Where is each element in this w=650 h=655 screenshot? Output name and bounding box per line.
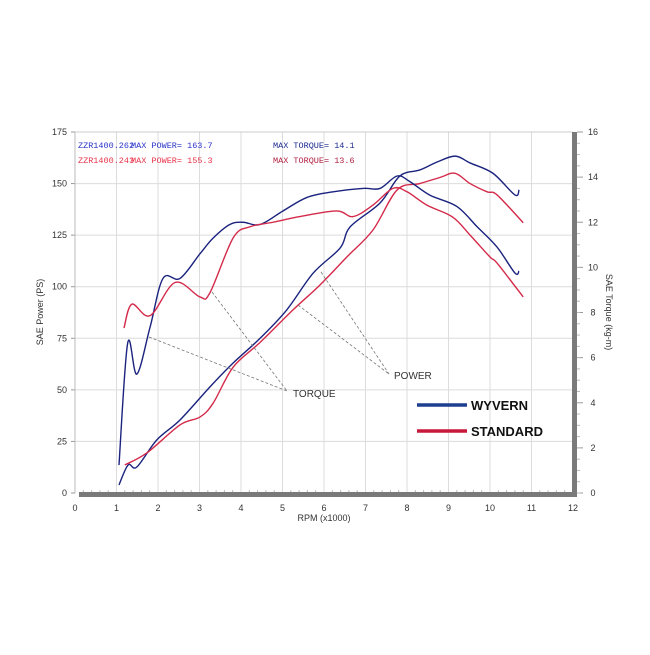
- power-leader-1: [297, 304, 390, 375]
- y-tick-label: 50: [57, 385, 67, 395]
- power-annotation: POWER: [394, 371, 432, 382]
- x-tick-label: 6: [321, 503, 326, 513]
- y2-tick-label: 16: [588, 127, 598, 137]
- y2-tick-label: 0: [590, 488, 595, 498]
- y2-axis-label: SAE Torque (kg-m): [604, 274, 614, 350]
- y2-tick-label: 12: [588, 217, 598, 227]
- x-tick-label: 5: [280, 503, 285, 513]
- x-axis-bar: [79, 492, 577, 497]
- header-max-torque: MAX TORQUE= 13.6: [273, 156, 355, 166]
- header-max-torque: MAX TORQUE= 14.1: [273, 141, 355, 151]
- standard-torque-line: [123, 186, 524, 329]
- y2-tick-label: 8: [590, 308, 595, 318]
- header-row-wyvern: ZZR1400.262 MAX POWER= 163.7 MAX TORQUE=…: [78, 141, 355, 151]
- header-model: ZZR1400.262: [78, 141, 134, 151]
- y-tick-label: 150: [52, 179, 67, 189]
- y-tick-label: 100: [52, 282, 67, 292]
- y-tick-label: 175: [52, 127, 67, 137]
- y-tick-label: 75: [57, 333, 67, 343]
- x-tick-label: 9: [446, 503, 451, 513]
- x-axis-label: RPM (x1000): [297, 513, 350, 523]
- header-max-power: MAX POWER= 155.3: [131, 156, 213, 166]
- x-tick-label: 3: [197, 503, 202, 513]
- header-max-power: MAX POWER= 163.7: [131, 141, 213, 151]
- wyvern-power-line: [118, 155, 520, 486]
- y-axis-label: SAE Power (PS): [35, 279, 45, 346]
- grid: [71, 131, 583, 494]
- y2-tick-label: 6: [590, 353, 595, 363]
- y-tick-label: 0: [62, 488, 67, 498]
- x-tick-label: 0: [72, 503, 77, 513]
- torque-leader-2: [211, 291, 288, 392]
- x-tick-label: 12: [568, 503, 578, 513]
- x-tick-label: 7: [363, 503, 368, 513]
- power-leader-2: [320, 271, 390, 375]
- y-tick-label: 25: [57, 436, 67, 446]
- annotation-leaders: [148, 271, 390, 392]
- x-tick-label: 4: [238, 503, 243, 513]
- legend-label-standard: STANDARD: [471, 424, 543, 439]
- legend: WYVERN STANDARD: [417, 398, 543, 439]
- x-tick-label: 1: [114, 503, 119, 513]
- wyvern-torque-line: [118, 175, 520, 466]
- y2-tick-label: 2: [590, 443, 595, 453]
- x-tick-label: 11: [527, 503, 536, 513]
- tick-labels: 0 1 2 3 4 5 6 7 8 9 10 11 12025507510012515017502468…: [52, 127, 598, 513]
- y2-axis-bar: [572, 132, 577, 497]
- standard-power-line: [124, 172, 524, 466]
- x-tick-label: 8: [404, 503, 409, 513]
- series-group: [118, 155, 524, 486]
- header-row-standard: ZZR1400.243 MAX POWER= 155.3 MAX TORQUE=…: [78, 156, 355, 166]
- y2-tick-label: 14: [588, 172, 598, 182]
- x-tick-label: 10: [485, 503, 495, 513]
- legend-label-wyvern: WYVERN: [471, 398, 528, 413]
- y-tick-label: 125: [52, 230, 67, 240]
- y2-tick-label: 4: [590, 398, 595, 408]
- torque-annotation: TORQUE: [293, 389, 336, 400]
- y2-tick-label: 10: [588, 262, 598, 272]
- header-model: ZZR1400.243: [78, 156, 134, 166]
- x-tick-label: 2: [155, 503, 160, 513]
